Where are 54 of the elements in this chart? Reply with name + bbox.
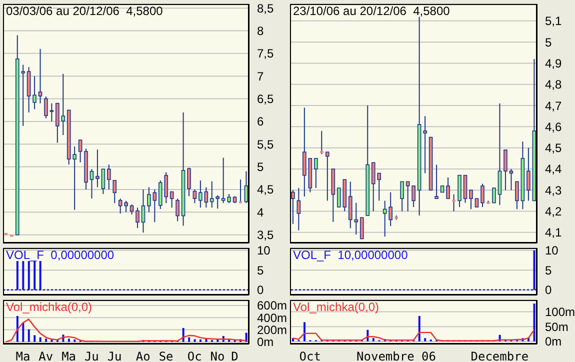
- y-tick-label: 600m: [257, 298, 288, 313]
- y-tick-label: 4,5: [257, 182, 274, 197]
- y-tick-label: 4,9: [545, 56, 562, 70]
- chart-title: 23/10/06 au 20/12/06 4,5800: [293, 4, 450, 18]
- y-tick-label: 50m: [545, 320, 568, 334]
- y-tick-label: 0: [545, 283, 552, 298]
- x-tick-label: Novembre 06: [356, 350, 436, 362]
- y-tick-label: 7,5: [257, 46, 274, 61]
- chart-title: VOL_F 0,00000000: [6, 248, 114, 262]
- x-tick-label: Ju: [84, 350, 99, 362]
- chart-title: Vol_michka(0,0): [6, 300, 92, 314]
- y-tick-label: 5: [257, 160, 264, 174]
- x-tick-label: Se: [158, 350, 174, 362]
- y-tick-label: 5,1: [545, 14, 562, 28]
- y-tick-label: 10: [545, 244, 559, 258]
- y-tick-label: 4,8: [545, 78, 562, 92]
- y-tick-label: 0: [257, 283, 264, 298]
- x-tick-label: Ju: [107, 350, 122, 362]
- y-tick-label: 7: [257, 69, 264, 84]
- y-tick-label: 100m: [545, 305, 575, 320]
- y-tick-label: 8,5: [257, 1, 274, 16]
- y-tick-label: 0m: [257, 335, 274, 350]
- y-tick-label: 3,5: [257, 228, 274, 242]
- y-tick-label: 5: [545, 35, 552, 50]
- y-tick-label: 5: [545, 263, 552, 278]
- chart-title: 03/03/06 au 20/12/06 4,5800: [6, 4, 163, 18]
- y-tick-label: 4,5: [545, 141, 562, 156]
- x-tick-label: Decembre: [470, 350, 529, 362]
- y-tick-label: 4,3: [545, 183, 562, 198]
- x-tick-label: No: [210, 350, 225, 362]
- x-tick-label: Ma: [16, 350, 30, 362]
- y-tick-label: 0m: [545, 334, 562, 349]
- y-tick-label: 4,2: [545, 204, 562, 219]
- y-tick-label: 10: [257, 244, 271, 258]
- x-tick-label: D: [231, 350, 238, 362]
- y-tick-label: 4,1: [545, 226, 562, 240]
- y-tick-label: 5: [257, 263, 264, 278]
- y-tick-label: 4,4: [545, 162, 562, 176]
- y-tick-label: 6,5: [257, 92, 274, 106]
- y-tick-label: 400m: [257, 310, 288, 325]
- chart-title: VOL_F 10,00000000: [293, 248, 408, 262]
- y-tick-label: 4,6: [545, 120, 562, 134]
- y-tick-label: 8: [257, 24, 264, 38]
- x-tick-label: Oc: [187, 350, 202, 362]
- x-tick-label: Av: [38, 350, 54, 362]
- chart-title: Vol_michka(0,0): [293, 300, 380, 314]
- y-tick-label: 5,5: [257, 137, 274, 152]
- y-tick-label: 200m: [257, 323, 288, 337]
- y-tick-label: 4: [257, 205, 264, 220]
- x-tick-label: Ao: [136, 350, 150, 362]
- y-tick-label: 4,7: [545, 98, 562, 113]
- y-tick-label: 6: [257, 114, 264, 129]
- x-tick-label: Oct: [299, 350, 321, 362]
- x-tick-label: Ma: [62, 350, 76, 362]
